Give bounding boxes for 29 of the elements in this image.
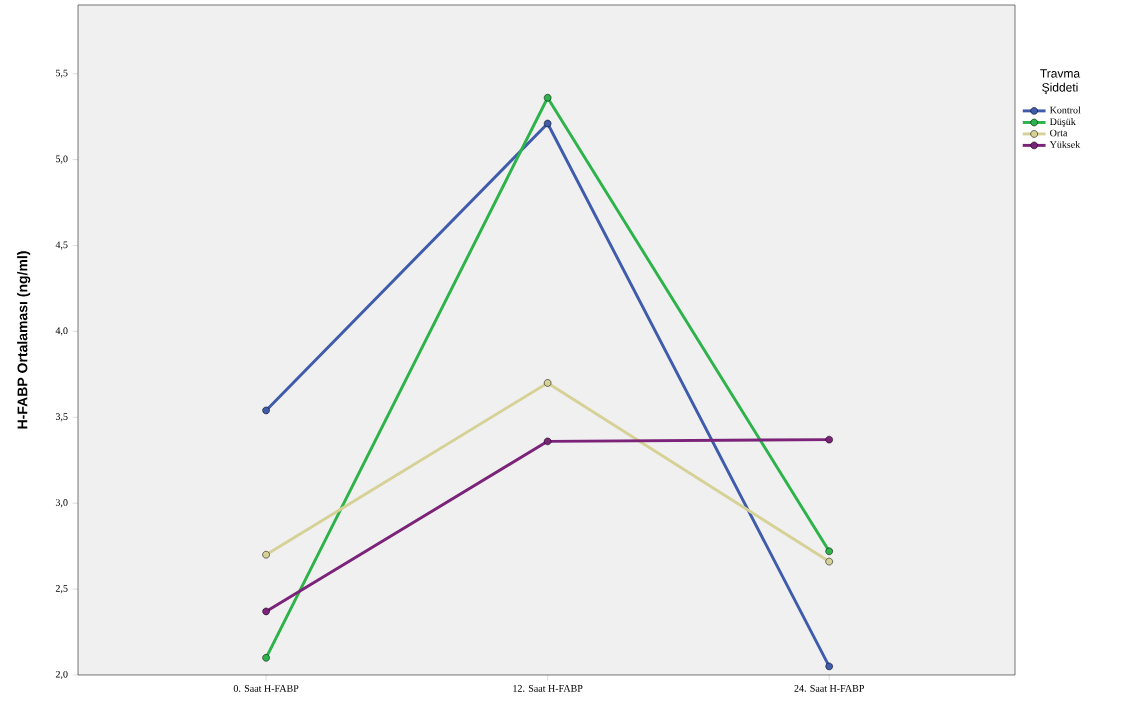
point — [262, 654, 270, 662]
y-tick-label: 2,0 — [55, 670, 68, 680]
point — [262, 550, 270, 559]
y-tick-label: 2,5 — [55, 585, 68, 594]
x-tick-label: 12. Saat H-FABP — [513, 685, 583, 692]
legend-label: Yüksek — [1049, 140, 1081, 148]
legend-label: Kontrol — [1049, 106, 1081, 114]
point — [543, 437, 552, 446]
y-tick-label: 4,0 — [55, 327, 68, 336]
point — [825, 557, 833, 566]
y-axis-title: H-FABP Ortalaması (ng/ml) — [17, 251, 31, 429]
y-tick-label: 4,5 — [55, 241, 68, 250]
y-tick-label: 3,0 — [55, 499, 68, 508]
x-tick-label: 0. Saat H-FABP — [233, 685, 299, 692]
point — [262, 607, 270, 616]
point — [825, 547, 833, 556]
point — [543, 94, 552, 102]
point — [543, 379, 552, 387]
y-tick-label: 5,5 — [56, 69, 68, 78]
legend-title: Travma Şiddeti — [1040, 69, 1081, 95]
y-tick-label: 5,0 — [56, 155, 68, 164]
point — [262, 406, 270, 415]
point — [543, 119, 552, 128]
y-tick-label: 3,5 — [55, 413, 68, 422]
legend-label: Düşük — [1049, 118, 1076, 128]
point — [825, 435, 833, 444]
point — [825, 662, 833, 671]
x-tick-label: 24. Saat H-FABP — [794, 685, 864, 692]
legend-label: Orta — [1050, 129, 1068, 137]
